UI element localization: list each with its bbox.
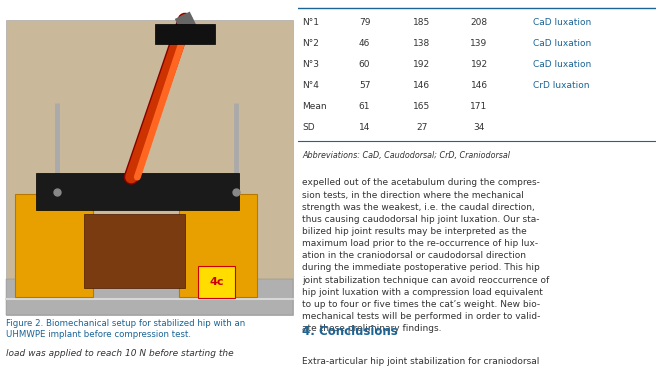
Text: 34: 34 [474,123,485,132]
Text: 165: 165 [413,102,430,111]
FancyBboxPatch shape [6,279,293,315]
Text: 138: 138 [413,39,430,48]
FancyBboxPatch shape [36,173,239,210]
Text: 60: 60 [359,60,371,69]
FancyBboxPatch shape [15,194,92,297]
Text: Mean: Mean [302,102,327,111]
Text: 139: 139 [470,39,487,48]
Text: CrD luxation: CrD luxation [533,81,589,90]
Text: N°4: N°4 [302,81,319,90]
Text: 4c: 4c [209,277,224,287]
Text: 185: 185 [413,18,430,27]
Text: 171: 171 [470,102,487,111]
Text: Extra-articular hip joint stabilization for craniodorsal
hip luxation in feline : Extra-articular hip joint stabilization … [302,357,546,369]
Text: N°3: N°3 [302,60,319,69]
Text: Abbreviations: CaD, Caudodorsal; CrD, Craniodorsal: Abbreviations: CaD, Caudodorsal; CrD, Cr… [302,151,510,160]
Text: N°1: N°1 [302,18,319,27]
Text: 146: 146 [413,81,430,90]
Text: 27: 27 [416,123,428,132]
Text: 208: 208 [470,18,487,27]
FancyBboxPatch shape [6,20,293,315]
FancyBboxPatch shape [179,194,256,297]
Text: expelled out of the acetabulum during the compres-
sion tests, in the direction : expelled out of the acetabulum during th… [302,178,549,333]
Text: 14: 14 [359,123,370,132]
Text: N°2: N°2 [302,39,319,48]
Text: SD: SD [302,123,315,132]
Text: 192: 192 [470,60,487,69]
Text: 57: 57 [359,81,371,90]
Text: 192: 192 [413,60,430,69]
FancyBboxPatch shape [83,214,185,288]
Text: 46: 46 [359,39,370,48]
Text: CaD luxation: CaD luxation [533,60,591,69]
Text: CaD luxation: CaD luxation [533,18,591,27]
Text: 61: 61 [359,102,371,111]
Text: load was applied to reach 10 N before starting the: load was applied to reach 10 N before st… [6,349,234,358]
FancyBboxPatch shape [155,24,215,44]
Text: CaD luxation: CaD luxation [533,39,591,48]
Text: 79: 79 [359,18,371,27]
Text: 146: 146 [470,81,487,90]
Text: 4. Conclusions: 4. Conclusions [302,325,398,338]
Text: Figure 2. Biomechanical setup for stabilized hip with an
UHMWPE implant before c: Figure 2. Biomechanical setup for stabil… [6,319,245,339]
